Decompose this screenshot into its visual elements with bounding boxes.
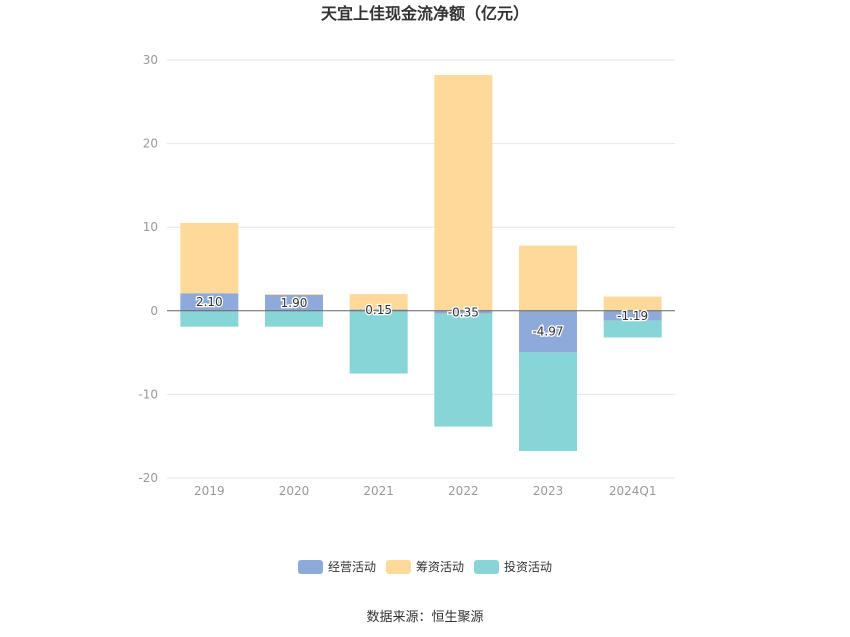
bar-series-2-2021[interactable] bbox=[349, 310, 408, 374]
data-label: -1.19 bbox=[617, 309, 648, 323]
y-tick-label: 30 bbox=[143, 53, 158, 67]
bar-series-2-2020[interactable] bbox=[265, 310, 323, 327]
data-label: -4.97 bbox=[532, 325, 563, 339]
legend-swatch bbox=[474, 560, 499, 574]
source-note: 数据来源：恒生聚源 bbox=[366, 610, 483, 625]
data-label: 2.10 bbox=[196, 295, 223, 309]
x-tick-label: 2020 bbox=[279, 484, 310, 498]
bar-series-1-2019[interactable] bbox=[180, 223, 239, 294]
bar-series-0-2023[interactable] bbox=[519, 310, 577, 353]
x-tick-label: 2023 bbox=[533, 484, 564, 498]
legend-label: 筹资活动 bbox=[416, 560, 464, 574]
bar-series-1-2023[interactable] bbox=[519, 245, 577, 311]
x-tick-label: 2019 bbox=[194, 484, 225, 498]
bar-series-1-2021[interactable] bbox=[349, 294, 408, 310]
data-label: 1.90 bbox=[281, 296, 308, 310]
chart-title: 天宜上佳现金流净额（亿元） bbox=[321, 4, 529, 23]
bar-series-1-2024Q1[interactable] bbox=[603, 296, 662, 311]
bars-layer bbox=[180, 75, 662, 451]
y-tick-label: 20 bbox=[143, 137, 158, 151]
legend[interactable]: 经营活动 筹资活动 投资活动 bbox=[298, 559, 552, 574]
x-tick-label: 2022 bbox=[448, 484, 479, 498]
legend-item-1[interactable]: 筹资活动 bbox=[386, 560, 464, 574]
legend-item-2[interactable]: 投资活动 bbox=[474, 559, 552, 574]
bar-series-0-2024Q1[interactable] bbox=[603, 310, 662, 321]
x-tick-label: 2024Q1 bbox=[609, 484, 657, 498]
bar-series-2-2019[interactable] bbox=[180, 310, 239, 327]
bar-series-1-2022[interactable] bbox=[434, 75, 493, 311]
legend-label: 投资活动 bbox=[504, 559, 552, 574]
bar-series-0-2019[interactable] bbox=[180, 293, 239, 311]
bar-series-1-2020[interactable] bbox=[265, 294, 323, 295]
x-axis-layer: 2019 2020 2021 2022 2023 2024Q1 bbox=[167, 477, 675, 498]
data-label: -0.35 bbox=[448, 305, 479, 319]
legend-item-0[interactable]: 经营活动 bbox=[298, 560, 376, 574]
x-tick-label: 2021 bbox=[363, 484, 394, 498]
bar-series-0-2021[interactable] bbox=[349, 309, 408, 311]
y-tick-label: -10 bbox=[138, 387, 158, 401]
bar-series-0-2022[interactable] bbox=[434, 310, 493, 314]
bar-series-2-2024Q1[interactable] bbox=[603, 320, 662, 338]
y-tick-label: -20 bbox=[138, 471, 158, 485]
bar-series-2-2023[interactable] bbox=[519, 352, 577, 451]
y-tick-label: 0 bbox=[150, 304, 158, 318]
data-label: 0.15 bbox=[365, 303, 392, 317]
bar-series-2-2022[interactable] bbox=[434, 313, 493, 427]
bar-series-0-2020[interactable] bbox=[265, 294, 323, 311]
legend-label: 经营活动 bbox=[328, 560, 376, 574]
y-tick-label: 10 bbox=[143, 220, 158, 234]
data-labels-layer: 2.10 1.90 0.15 -0.35 -4.97 -1.19 bbox=[195, 294, 650, 340]
legend-swatch bbox=[386, 560, 411, 574]
legend-swatch bbox=[298, 560, 323, 574]
